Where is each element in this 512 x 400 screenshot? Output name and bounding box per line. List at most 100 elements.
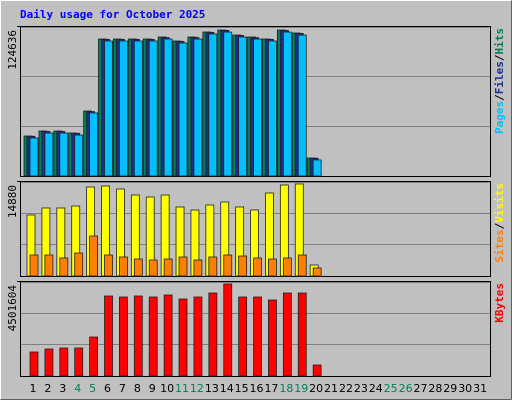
x-tick-label: 31 <box>473 382 487 395</box>
bar <box>297 34 307 177</box>
x-tick-label: 10 <box>160 382 174 395</box>
bar <box>44 254 54 277</box>
legend-entry: Files <box>493 61 506 94</box>
x-tick-label: 8 <box>134 382 141 395</box>
bar <box>44 132 54 177</box>
x-tick-label: 13 <box>205 382 219 395</box>
x-tick-label: 24 <box>369 382 383 395</box>
bar <box>268 40 277 177</box>
bar <box>163 38 173 177</box>
panel-frame <box>20 26 491 177</box>
x-tick-label: 27 <box>413 382 427 395</box>
x-tick-label: 17 <box>264 382 278 395</box>
bar <box>193 38 203 177</box>
panel-frame <box>20 181 491 277</box>
x-tick-label: 5 <box>89 382 96 395</box>
bar <box>297 254 307 277</box>
legend-separator: / <box>493 222 506 229</box>
bar <box>133 295 143 377</box>
bar <box>238 36 248 177</box>
legend: KBytes <box>493 283 506 323</box>
x-tick-label: 29 <box>443 382 457 395</box>
x-tick-label: 7 <box>119 382 126 395</box>
x-tick-label: 18 <box>279 382 293 395</box>
bar <box>193 259 203 277</box>
bar <box>178 42 188 177</box>
x-tick-label: 4 <box>74 382 81 395</box>
bar <box>119 40 128 177</box>
bar <box>253 257 262 277</box>
x-tick-label: 9 <box>149 382 156 395</box>
bar <box>312 159 322 177</box>
bar <box>163 258 173 277</box>
x-tick-label: 28 <box>428 382 442 395</box>
bar <box>268 258 277 277</box>
bar <box>208 292 218 377</box>
bar <box>89 336 99 377</box>
bar <box>178 256 188 277</box>
bar <box>29 254 39 277</box>
legend: Pages/Files/Hits <box>493 28 506 134</box>
bar <box>89 235 99 277</box>
x-tick-label: 26 <box>399 382 413 395</box>
bar <box>148 296 158 377</box>
bar <box>223 283 233 377</box>
x-tick-label: 25 <box>384 382 398 395</box>
bar <box>59 257 69 277</box>
bar <box>29 351 39 377</box>
x-tick-label: 14 <box>220 382 234 395</box>
bar <box>59 347 69 377</box>
legend-separator: / <box>493 54 506 61</box>
bar <box>89 112 99 177</box>
chart-title: Daily usage for October 2025 <box>20 8 205 21</box>
x-tick-label: 16 <box>250 382 264 395</box>
x-tick-label: 15 <box>235 382 249 395</box>
legend-entry: Sites <box>493 229 506 262</box>
legend-entry: Visits <box>493 183 506 223</box>
bar <box>238 255 248 277</box>
bar <box>29 137 39 177</box>
x-tick-label: 12 <box>190 382 204 395</box>
bar <box>223 31 233 177</box>
y-tick-label: 124636 <box>6 30 19 70</box>
x-tick-label: 11 <box>175 382 189 395</box>
legend-entry: KBytes <box>493 283 506 323</box>
bar <box>104 295 113 377</box>
bar <box>208 256 218 277</box>
legend-entry: Pages <box>493 101 506 134</box>
bar <box>74 252 84 277</box>
panel-frame <box>20 281 491 377</box>
x-tick-label: 1 <box>30 382 37 395</box>
y-tick-label: 4501604 <box>6 285 19 332</box>
x-tick-label: 22 <box>339 382 353 395</box>
x-tick-label: 20 <box>309 382 323 395</box>
bar <box>193 296 203 377</box>
legend-separator: / <box>493 94 506 101</box>
bar <box>104 40 113 177</box>
bar <box>59 132 69 177</box>
bar <box>104 254 113 277</box>
y-tick-label: 14880 <box>6 185 19 218</box>
bar <box>208 33 218 177</box>
x-tick-label: 21 <box>324 382 338 395</box>
bar <box>297 292 307 377</box>
bar <box>133 40 143 177</box>
bar <box>74 134 84 177</box>
x-tick-label: 6 <box>104 382 111 395</box>
bar <box>253 38 262 177</box>
legend: Sites/Visits <box>493 183 506 263</box>
bar <box>163 294 173 377</box>
bar <box>148 40 158 177</box>
bar <box>268 299 277 377</box>
bar <box>282 292 292 377</box>
bar <box>312 364 322 377</box>
x-tick-label: 3 <box>59 382 66 395</box>
x-tick-label: 30 <box>458 382 472 395</box>
bar <box>238 296 248 377</box>
bar <box>44 348 54 377</box>
bar <box>119 296 128 377</box>
x-tick-label: 19 <box>294 382 308 395</box>
legend-entry: Hits <box>493 28 506 55</box>
x-tick-label: 23 <box>354 382 368 395</box>
